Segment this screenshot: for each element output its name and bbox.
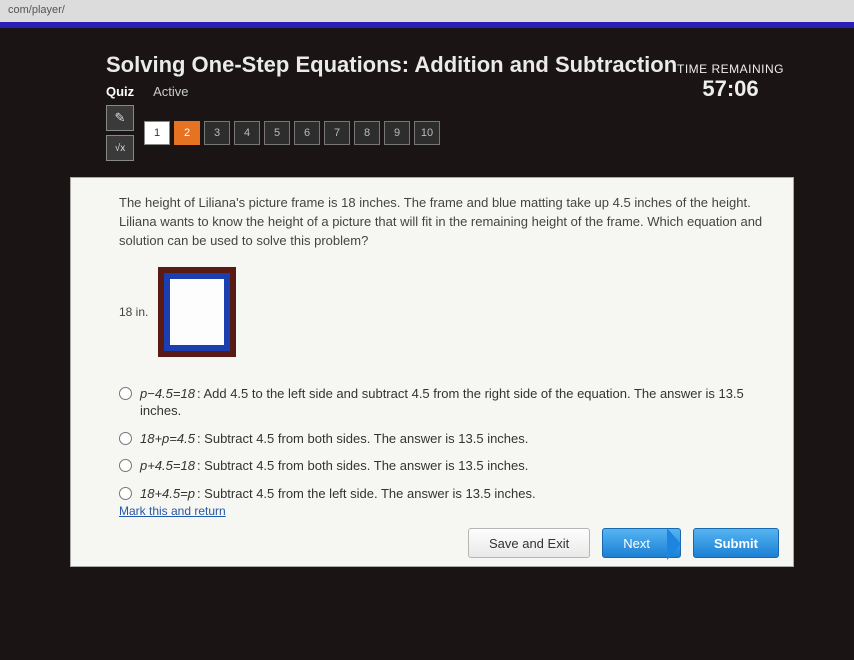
option-4-desc: : Subtract 4.5 from the left side. The a… xyxy=(197,486,536,501)
option-2[interactable]: 18+p=4.5: Subtract 4.5 from both sides. … xyxy=(119,430,773,448)
timer-label: TIME REMAINING xyxy=(677,62,784,76)
next-button[interactable]: Next xyxy=(602,528,681,558)
option-3-equation: p+4.5=18 xyxy=(140,458,195,473)
pencil-icon[interactable]: ✎ xyxy=(106,105,134,131)
mark-return-link[interactable]: Mark this and return xyxy=(119,504,226,518)
option-3[interactable]: p+4.5=18: Subtract 4.5 from both sides. … xyxy=(119,457,773,475)
question-nav-7[interactable]: 7 xyxy=(324,121,350,145)
submit-button[interactable]: Submit xyxy=(693,528,779,558)
quiz-status: Active xyxy=(153,84,188,99)
option-1[interactable]: p−4.5=18: Add 4.5 to the left side and s… xyxy=(119,385,773,420)
tool-column: ✎ √x xyxy=(106,105,134,161)
option-2-radio[interactable] xyxy=(119,432,132,445)
question-nav-4[interactable]: 4 xyxy=(234,121,260,145)
quiz-shell: TIME REMAINING 57:06 Solving One-Step Eq… xyxy=(70,46,794,567)
timer-value: 57:06 xyxy=(677,76,784,102)
button-row: Save and Exit Next Submit xyxy=(468,528,779,558)
frame-inner xyxy=(170,279,224,345)
answer-options: p−4.5=18: Add 4.5 to the left side and s… xyxy=(119,385,773,503)
option-4-equation: 18+4.5=p xyxy=(140,486,195,501)
option-4-radio[interactable] xyxy=(119,487,132,500)
browser-url-bar: com/player/ xyxy=(0,0,854,28)
problem-text: The height of Liliana's picture frame is… xyxy=(119,194,773,251)
question-nav-3[interactable]: 3 xyxy=(204,121,230,145)
frame-mat xyxy=(164,273,230,351)
option-2-equation: 18+p=4.5 xyxy=(140,431,195,446)
quiz-mode: Quiz xyxy=(106,84,134,99)
option-2-desc: : Subtract 4.5 from both sides. The answ… xyxy=(197,431,528,446)
question-nav-9[interactable]: 9 xyxy=(384,121,410,145)
question-nav-8[interactable]: 8 xyxy=(354,121,380,145)
figure: 18 in. xyxy=(119,267,773,357)
option-3-text: p+4.5=18: Subtract 4.5 from both sides. … xyxy=(140,457,528,475)
question-nav-6[interactable]: 6 xyxy=(294,121,320,145)
question-nav: ✎ √x 12345678910 xyxy=(106,99,780,167)
option-1-equation: p−4.5=18 xyxy=(140,386,195,401)
question-nav-10[interactable]: 10 xyxy=(414,121,440,145)
option-3-desc: : Subtract 4.5 from both sides. The answ… xyxy=(197,458,528,473)
option-4-text: 18+4.5=p: Subtract 4.5 from the left sid… xyxy=(140,485,536,503)
option-2-text: 18+p=4.5: Subtract 4.5 from both sides. … xyxy=(140,430,528,448)
option-3-radio[interactable] xyxy=(119,459,132,472)
option-1-desc: : Add 4.5 to the left side and subtract … xyxy=(140,386,744,419)
frame-outer xyxy=(158,267,236,357)
option-1-text: p−4.5=18: Add 4.5 to the left side and s… xyxy=(140,385,773,420)
option-4[interactable]: 18+4.5=p: Subtract 4.5 from the left sid… xyxy=(119,485,773,503)
option-1-radio[interactable] xyxy=(119,387,132,400)
timer: TIME REMAINING 57:06 xyxy=(677,62,784,102)
formula-icon[interactable]: √x xyxy=(106,135,134,161)
save-exit-button[interactable]: Save and Exit xyxy=(468,528,590,558)
content-panel: The height of Liliana's picture frame is… xyxy=(70,177,794,567)
figure-label: 18 in. xyxy=(119,305,148,319)
question-nav-1[interactable]: 1 xyxy=(144,121,170,145)
url-text: com/player/ xyxy=(8,4,65,16)
question-nav-2[interactable]: 2 xyxy=(174,121,200,145)
question-nav-5[interactable]: 5 xyxy=(264,121,290,145)
